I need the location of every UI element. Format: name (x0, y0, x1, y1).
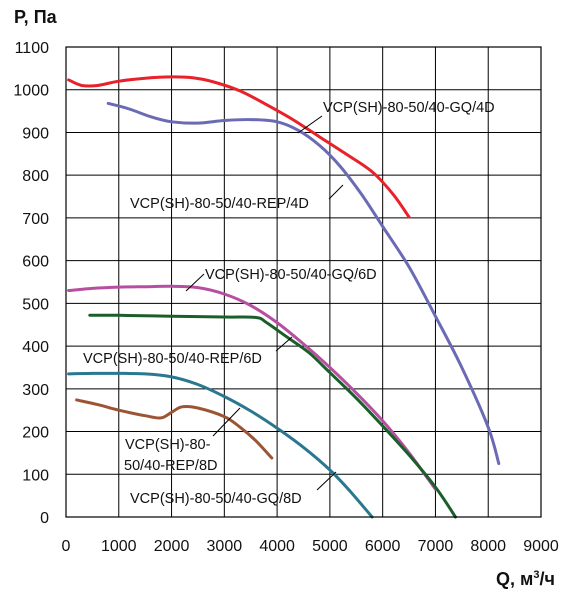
plot-frame (65, 46, 542, 518)
x-tick-label: 6000 (365, 538, 401, 555)
series-line-2 (67, 284, 437, 491)
annotation-rep-6d-label: VCP(SH)-80-50/40-REP/6D (83, 351, 262, 367)
x-axis-title-tail: /ч (539, 569, 554, 589)
y-tick-label: 900 (22, 125, 49, 142)
annotation-gq-6d-label: VCP(SH)-80-50/40-GQ/6D (205, 267, 377, 283)
y-tick-label: 1000 (13, 83, 49, 100)
leader-rep-4d (328, 184, 344, 200)
annotation-gq-8d: VCP(SH)-80-50/40-GQ/8D (130, 471, 337, 507)
x-tick-label: 1000 (101, 538, 137, 555)
x-axis-title-main: Q, м (496, 569, 533, 589)
annotation-rep-8d: VCP(SH)-80- 50/40-REP/8D (124, 407, 241, 474)
y-tick-label: 100 (22, 467, 49, 484)
annotation-gq-4d-label: VCP(SH)-80-50/40-GQ/4D (323, 100, 495, 116)
y-tick-label: 800 (22, 168, 49, 185)
x-tick-label: 2000 (154, 538, 190, 555)
annotation-rep-8d-label-line1: VCP(SH)-80- (125, 437, 211, 453)
annotation-gq-8d-label: VCP(SH)-80-50/40-GQ/8D (130, 491, 302, 507)
series-line-0 (67, 75, 411, 219)
y-tick-label: 200 (22, 425, 49, 442)
tick-labels: 0 1000 2000 3000 4000 5000 6000 7000 8000 9000 0 10… (13, 40, 558, 555)
annotation-rep-4d-label: VCP(SH)-80-50/40-REP/4D (130, 196, 309, 212)
x-tick-label: 4000 (259, 538, 295, 555)
annotation-gq-6d: VCP(SH)-80-50/40-GQ/6D (185, 267, 377, 292)
y-tick-label: 400 (22, 339, 49, 356)
leader-gq-8d (316, 471, 337, 491)
leader-gq-6d (185, 273, 205, 292)
x-axis-title-sup: 3 (533, 569, 539, 581)
y-tick-label: 700 (22, 211, 49, 228)
y-tick-label: 0 (40, 510, 49, 527)
x-tick-label: 5000 (312, 538, 348, 555)
series-lines (67, 75, 501, 519)
series-line-5 (67, 371, 374, 519)
x-tick-label: 3000 (207, 538, 243, 555)
y-tick-label: 1100 (15, 40, 50, 57)
annotation-rep-6d: VCP(SH)-80-50/40-REP/6D (83, 336, 293, 367)
annotation-rep-4d: VCP(SH)-80-50/40-REP/4D (130, 184, 344, 212)
annotation-rep-8d-label-line2: 50/40-REP/8D (124, 458, 218, 474)
x-tick-label: 9000 (523, 538, 559, 555)
leader-rep-8d (212, 407, 241, 437)
y-tick-label: 300 (22, 382, 49, 399)
series-line-4 (75, 398, 274, 460)
series-line-1 (106, 101, 501, 466)
y-tick-label: 500 (22, 296, 49, 313)
annotation-gq-4d: VCP(SH)-80-50/40-GQ/4D (297, 100, 495, 134)
x-axis-title: Q, м3/ч (496, 569, 555, 589)
y-tick-label: 600 (22, 254, 49, 271)
x-tick-label: 8000 (470, 538, 506, 555)
x-tick-label: 7000 (418, 538, 454, 555)
leader-rep-6d (275, 336, 293, 352)
leader-gq-4d (297, 115, 323, 134)
x-tick-label: 0 (62, 538, 71, 555)
series-line-3 (88, 313, 457, 519)
y-axis-title: P, Па (14, 7, 58, 27)
